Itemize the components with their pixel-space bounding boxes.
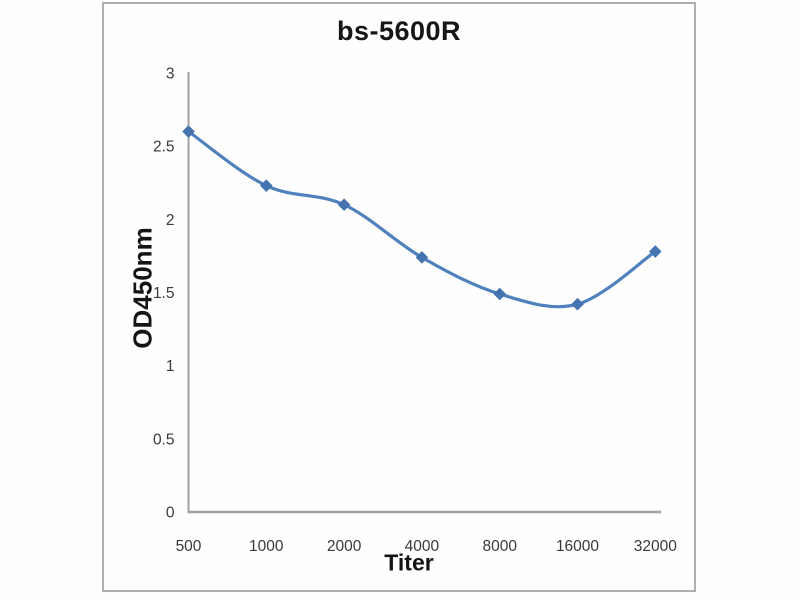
x-tick-label: 16000 [556, 538, 599, 555]
y-tick-label: 0.5 [153, 431, 175, 448]
y-tick-label: 1 [166, 358, 175, 375]
data-point-marker [259, 179, 273, 192]
x-tick-label: 500 [176, 538, 202, 555]
data-point-marker [571, 297, 584, 311]
x-axis-title: Titer [384, 549, 434, 576]
y-tick-label: 2 [166, 212, 175, 229]
y-tick-label: 0 [166, 505, 175, 522]
x-tick-label: 1000 [249, 538, 284, 555]
y-tick-label: 2.5 [153, 139, 175, 156]
data-point-marker [493, 287, 507, 301]
data-point-marker [415, 251, 429, 264]
x-tick-label: 32000 [634, 538, 677, 555]
x-tick-label: 8000 [482, 538, 517, 555]
chart-title: bs-5600R [336, 16, 462, 46]
x-tick-label: 2000 [327, 538, 362, 555]
x-tick-label: 4000 [405, 538, 440, 555]
data-point-marker [182, 125, 195, 138]
data-point-marker [337, 198, 351, 212]
y-tick-label: 3 [166, 66, 175, 83]
y-tick-label: 1.5 [153, 285, 175, 302]
data-point-marker [648, 245, 662, 258]
series-line [186, 129, 657, 309]
